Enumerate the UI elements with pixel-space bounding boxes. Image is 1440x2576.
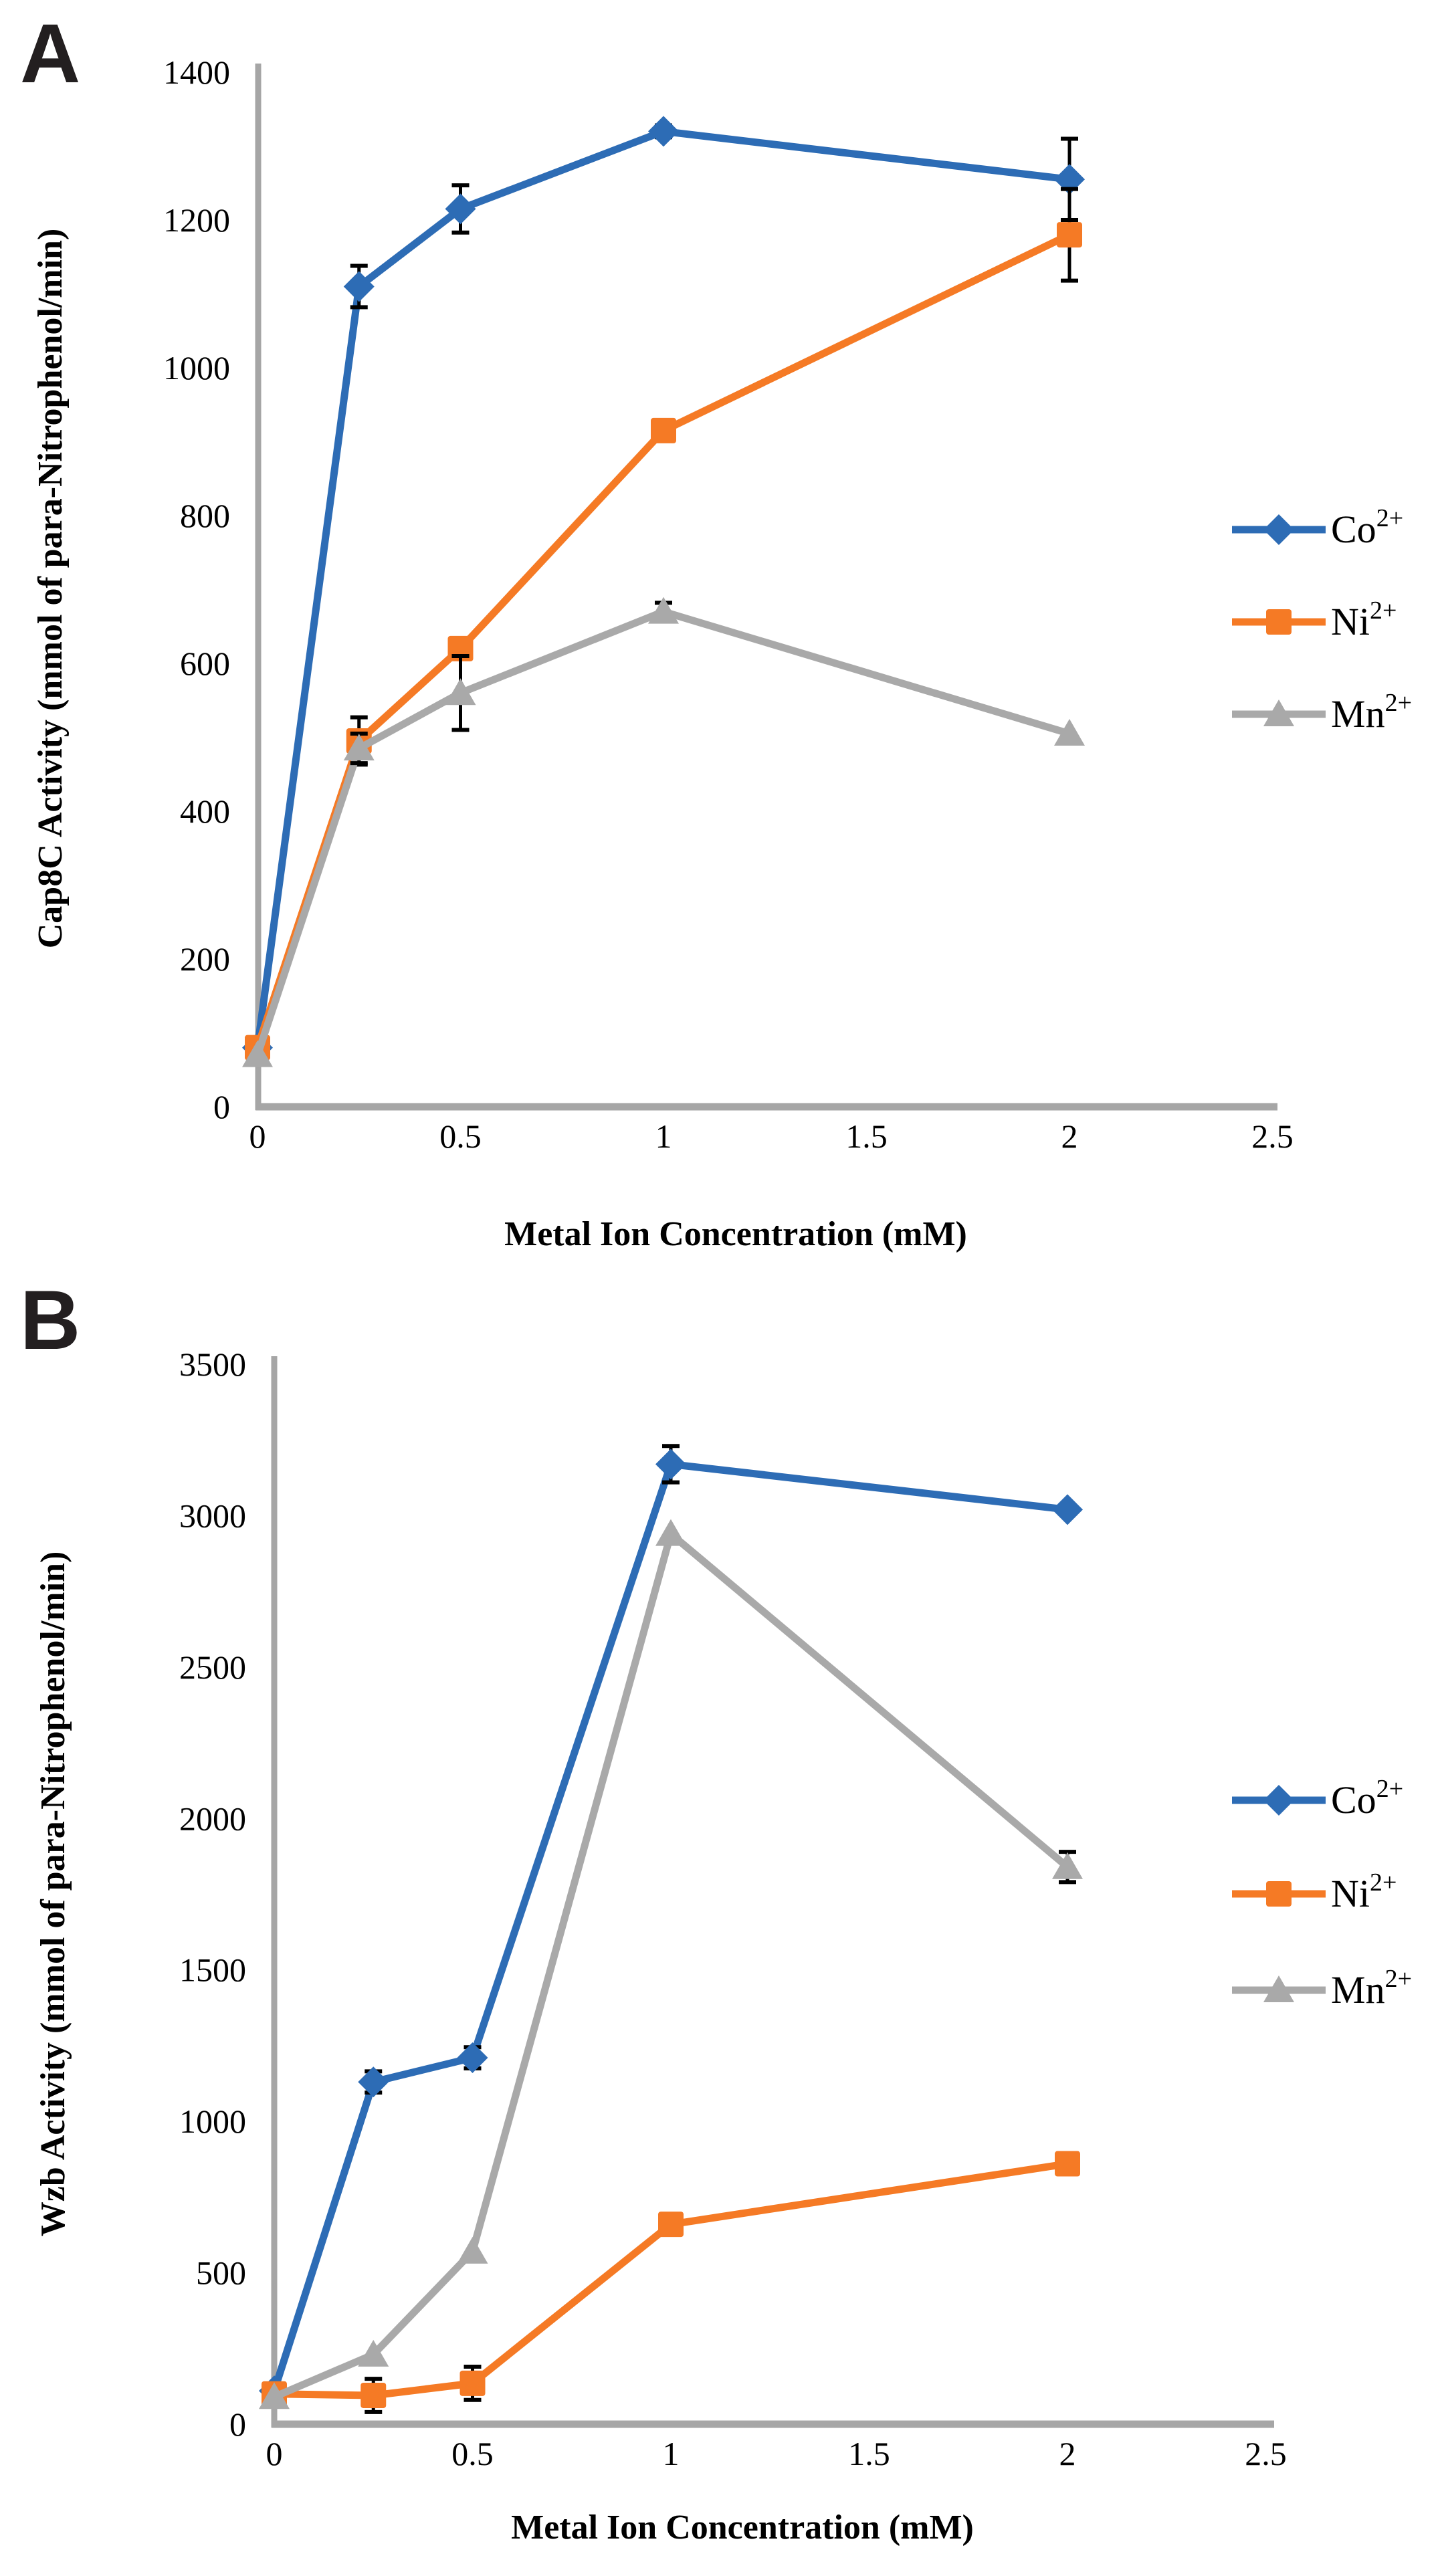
legend-item-Mn2+: Mn2+ [1232, 689, 1412, 736]
x-tick-label: 2 [1061, 1117, 1078, 1155]
panel-b-letter: B [20, 1274, 81, 1367]
x-tick-label: 0 [249, 1117, 266, 1155]
series-line-Ni2+ [270, 2160, 1071, 2399]
data-point-Mn2+ [1054, 718, 1085, 746]
y-tick-label: 1400 [163, 53, 230, 91]
data-point-Co2+ [343, 271, 375, 302]
data-point-Mn2+ [445, 678, 476, 706]
series-Co2+ [259, 1444, 1083, 2407]
y-tick-labels: 0 200 400 600 800 1000 1200 1400 [163, 53, 230, 1125]
y-tick-label: 1000 [179, 2103, 246, 2140]
legend-marker [1263, 1785, 1294, 1816]
data-point-Mn2+ [259, 2382, 290, 2409]
legend-label: Co2+ [1331, 504, 1403, 551]
y-tick-label: 3000 [179, 1497, 246, 1534]
data-point-Mn2+ [242, 1040, 273, 1067]
y-tick-label: 600 [180, 645, 230, 682]
y-tick-label: 1500 [179, 1951, 246, 1989]
x-tick-label: 0.5 [451, 2435, 494, 2472]
series-Ni2+ [245, 187, 1082, 1061]
y-tick-label: 400 [180, 792, 230, 830]
legend-marker [1263, 700, 1294, 726]
data-point-Co2+ [457, 2042, 488, 2074]
legend: Co2+ Ni2+ Mn2+ [1232, 504, 1412, 736]
data-point-Ni2+ [1055, 2151, 1080, 2177]
data-point-Co2+ [445, 193, 476, 225]
legend-item-Co2+: Co2+ [1232, 1775, 1403, 1822]
legend: Co2+ Ni2+ Mn2+ [1232, 1775, 1412, 2012]
x-tick-label: 1 [655, 1117, 672, 1155]
data-point-Co2+ [655, 1448, 686, 1480]
data-point-Mn2+ [358, 2339, 389, 2367]
series-line-Mn2+ [253, 608, 1073, 1059]
data-point-Ni2+ [1057, 222, 1082, 248]
data-point-Co2+ [1052, 1494, 1083, 1525]
y-tick-label: 1000 [163, 349, 230, 387]
data-point-Mn2+ [648, 597, 679, 624]
legend-item-Ni2+: Ni2+ [1232, 597, 1397, 643]
series-line-Mn2+ [270, 1530, 1071, 2401]
y-tick-label: 200 [180, 940, 230, 978]
data-point-Ni2+ [658, 2212, 684, 2238]
series-line-Ni2+ [253, 231, 1073, 1052]
series-Co2+ [242, 116, 1085, 1063]
legend-label: Mn2+ [1331, 689, 1412, 736]
data-point-Ni2+ [459, 2370, 486, 2396]
series-line-Co2+ [270, 1460, 1071, 2395]
y-tick-label: 3500 [179, 1346, 246, 1383]
data-point-Co2+ [358, 2066, 389, 2098]
y-tick-label: 0 [229, 2405, 246, 2443]
chart-panel-a: 0 200 400 600 800 1000 1200 1400 0 0.5 1 1.5 2 2.5 Met… [31, 53, 1412, 1253]
x-tick-label: 0.5 [439, 1117, 482, 1155]
legend-label: Mn2+ [1331, 1965, 1412, 2012]
series-Mn2+ [259, 1519, 1083, 2409]
data-point-Ni2+ [361, 2382, 387, 2408]
x-tick-label: 2 [1059, 2435, 1076, 2472]
data-point-Mn2+ [1052, 1852, 1083, 1879]
x-tick-label: 1.5 [845, 1117, 888, 1155]
legend-item-Mn2+: Mn2+ [1232, 1965, 1412, 2012]
legend-marker [1263, 1975, 1294, 2002]
y-axis-title: Cap8C Activity (mmol of para-Nitrophenol… [31, 229, 70, 949]
legend-label: Ni2+ [1331, 1868, 1397, 1915]
x-tick-label: 2.5 [1245, 2435, 1287, 2472]
series-Ni2+ [262, 2151, 1080, 2414]
x-tick-label: 2.5 [1251, 1117, 1294, 1155]
legend-label: Ni2+ [1331, 597, 1397, 643]
x-tick-labels: 0 0.5 1 1.5 2 2.5 [266, 2435, 1287, 2472]
legend-item-Ni2+: Ni2+ [1232, 1868, 1397, 1915]
y-tick-label: 500 [196, 2254, 246, 2292]
data-point-Mn2+ [343, 734, 375, 761]
y-tick-label: 2000 [179, 1800, 246, 1837]
y-tick-label: 2500 [179, 1648, 246, 1686]
y-tick-label: 800 [180, 497, 230, 534]
data-point-Ni2+ [651, 417, 676, 443]
legend-marker [1266, 1881, 1292, 1907]
data-point-Mn2+ [655, 1519, 686, 1546]
series-Mn2+ [242, 597, 1085, 1067]
legend-marker [1263, 514, 1294, 545]
y-tick-labels: 0 500 1000 1500 2000 2500 3000 3500 [179, 1346, 246, 2443]
data-point-Mn2+ [457, 2236, 488, 2264]
panel-a-letter: A [20, 7, 81, 100]
legend-item-Co2+: Co2+ [1232, 504, 1403, 551]
legend-marker [1266, 609, 1292, 635]
y-tick-label: 0 [213, 1088, 230, 1125]
legend-label: Co2+ [1331, 1775, 1403, 1822]
x-tick-label: 1.5 [848, 2435, 890, 2472]
x-axis-title: Metal Ion Concentration (mM) [504, 1215, 967, 1253]
x-axis-title: Metal Ion Concentration (mM) [511, 2508, 974, 2547]
x-tick-label: 1 [663, 2435, 680, 2472]
axes [271, 1356, 1274, 2428]
axes [255, 64, 1277, 1111]
data-point-Co2+ [648, 116, 679, 147]
chart-panel-b: 0 500 1000 1500 2000 2500 3000 3500 0 0.5 1 1.5 2 2.5… [34, 1346, 1412, 2547]
y-axis-title: Wzb Activity (mmol of para-Nitrophenol/m… [34, 1551, 72, 2237]
series-line-Co2+ [253, 127, 1073, 1052]
y-tick-label: 1200 [163, 201, 230, 239]
x-tick-labels: 0 0.5 1 1.5 2 2.5 [249, 1117, 1294, 1155]
x-tick-label: 0 [266, 2435, 283, 2472]
